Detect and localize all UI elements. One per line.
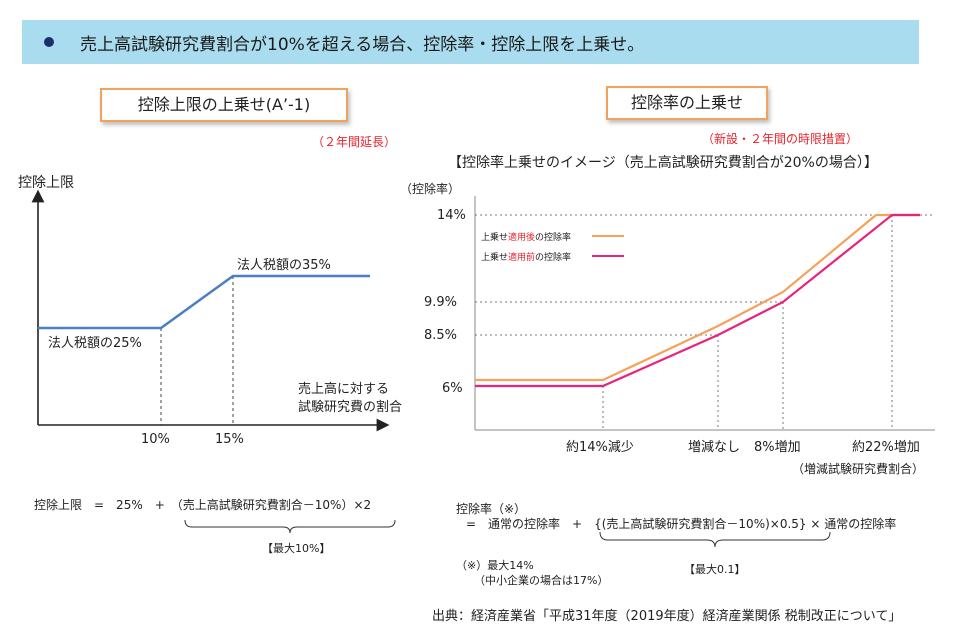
- x-tick-1: 約14%減少: [566, 440, 634, 455]
- right-note: （新設・２年間の時限措置）: [702, 132, 859, 146]
- left-limit-line: [38, 274, 370, 330]
- right-formula-line2: = 通常の控除率 + {(売上高試験研究費割合－10%)×0.5} × 通常の控…: [466, 517, 897, 531]
- x-tick-2: 増減なし: [688, 440, 741, 455]
- legend-before-suffix: の控除率: [535, 253, 572, 263]
- right-y-label: （控除率）: [400, 182, 461, 196]
- right-title: 控除率の上乗せ: [630, 93, 743, 112]
- y-tick-8-5: 8.5%: [424, 328, 458, 343]
- right-max: 【最大0.1】: [684, 563, 746, 576]
- right-brace: [599, 531, 831, 548]
- series-after-line: [475, 213, 920, 382]
- legend-after-prefix: 上乗せ: [481, 233, 509, 243]
- left-max: 【最大10%】: [262, 542, 331, 555]
- y-tick-14: 14%: [437, 208, 466, 223]
- left-note: （２年間延長）: [312, 135, 397, 149]
- x-tick-3: 8%増加: [754, 440, 801, 455]
- right-footnote-1: （※）最大14%: [456, 559, 534, 572]
- bullet-icon: [44, 37, 54, 47]
- legend-after-suffix: の控除率: [535, 233, 572, 243]
- header-banner: [22, 20, 919, 64]
- y-tick-6: 6%: [442, 381, 463, 396]
- x-tick-4: 約22%増加: [852, 440, 920, 455]
- legend-before-label: 上乗せ適用前の控除率: [481, 250, 571, 263]
- banner-text: 売上高試験研究費割合が10%を超える場合、控除率・控除上限を上乗せ。: [80, 35, 645, 55]
- legend-before-red: 適用前: [508, 253, 536, 263]
- legend-after-red: 適用後: [508, 233, 536, 243]
- right-subtitle: 【控除率上乗せのイメージ（売上高試験研究費割合が20%の場合）】: [448, 155, 878, 171]
- legend-before-prefix: 上乗せ: [481, 253, 509, 263]
- left-title-box: 控除上限の上乗せ(A’-1): [100, 88, 348, 122]
- left-y-label: 控除上限: [18, 175, 74, 191]
- right-formula-line1: 控除率（※）: [456, 502, 527, 516]
- left-formula: 控除上限 = 25% + （売上高試験研究費割合－10%）×2: [34, 498, 372, 512]
- left-tick-10: 10%: [141, 432, 170, 447]
- left-title: 控除上限の上乗せ(A’-1): [137, 95, 311, 114]
- left-brace: [184, 519, 396, 534]
- y-tick-9-9: 9.9%: [424, 295, 458, 310]
- left-x-label-1: 売上高に対する: [298, 382, 390, 397]
- legend-after-label: 上乗せ適用後の控除率: [481, 230, 571, 243]
- right-title-box: 控除率の上乗せ: [606, 86, 768, 120]
- left-tick-15: 15%: [215, 432, 244, 447]
- left-x-label-2: 試験研究費の割合: [298, 400, 403, 415]
- series-before-line: [475, 213, 920, 388]
- right-x-label: （増減試験研究費割合）: [792, 462, 925, 476]
- right-footnote-2: （中小企業の場合は17%）: [474, 574, 609, 587]
- left-high-label: 法人税額の35%: [237, 258, 331, 273]
- left-low-label: 法人税額の25%: [48, 336, 142, 351]
- source-citation: 出典：経済産業省「平成31年度（2019年度）経済産業関係 税制改正について」: [432, 609, 902, 624]
